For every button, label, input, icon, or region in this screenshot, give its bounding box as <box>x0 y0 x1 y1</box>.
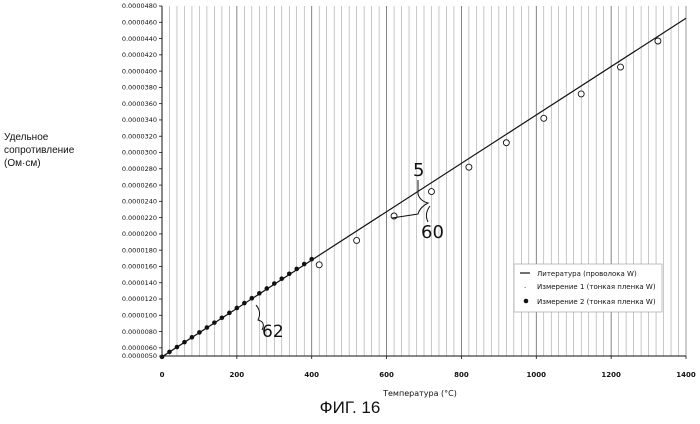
y-tick-label: 0.0000080 <box>122 328 157 336</box>
measurement-2-point <box>175 345 180 350</box>
measurement-1-point <box>316 262 322 268</box>
y-axis-label-line-1: Удельное <box>4 131 124 144</box>
y-tick-label: 0.0000300 <box>122 149 157 157</box>
y-tick-label: 0.0000050 <box>122 352 157 360</box>
y-axis-label-line-3: (Ом·см) <box>4 157 124 170</box>
measurement-2-point <box>242 301 247 306</box>
measurement-2-point <box>190 335 195 340</box>
y-tick-label: 0.0000180 <box>122 246 157 254</box>
measurement-2-point <box>309 257 314 262</box>
measurement-2-point <box>257 291 262 296</box>
y-tick-label: 0.0000120 <box>122 295 157 303</box>
measurement-1-point <box>618 64 624 70</box>
legend: Литература (проволока W) · Измерение 1 (… <box>514 264 662 312</box>
measurement-2-point <box>212 320 217 325</box>
measurement-1-point <box>466 164 472 170</box>
x-axis-label: Температура (°C) <box>382 389 457 398</box>
y-tick-label: 0.0000420 <box>122 51 157 59</box>
legend-label-measurement-2: Измерение 2 (тонкая пленка W) <box>537 298 656 306</box>
measurement-1-point <box>428 189 434 195</box>
y-tick-label: 0.0000140 <box>122 279 157 287</box>
x-tick-label: 800 <box>454 371 469 379</box>
measurement-1-point <box>655 38 661 44</box>
measurement-2-point <box>235 306 240 311</box>
y-tick-label: 0.0000400 <box>122 67 157 75</box>
legend-filled-circle-swatch <box>524 299 529 304</box>
y-tick-label: 0.0000240 <box>122 198 157 206</box>
y-tick-label: 0.0000060 <box>122 344 157 352</box>
measurement-2-point <box>302 262 307 267</box>
y-tick-label: 0.0000100 <box>122 312 157 320</box>
measurement-2-point <box>279 276 284 281</box>
x-tick-label: 600 <box>379 371 394 379</box>
y-tick-label: 0.0000440 <box>122 35 157 43</box>
annotation-62: 62 <box>262 322 284 342</box>
figure-caption: ФИГ. 16 <box>0 398 700 418</box>
x-tick-labels: 0 200 400 600 800 1000 1200 1400 <box>160 356 696 379</box>
y-tick-label: 0.0000260 <box>122 181 157 189</box>
x-tick-label: 400 <box>304 371 319 379</box>
measurement-2-point <box>227 311 232 316</box>
measurement-2-point <box>160 355 165 360</box>
measurement-1-point <box>503 140 509 146</box>
y-tick-label: 0.0000460 <box>122 18 157 26</box>
x-tick-label: 1000 <box>527 371 547 379</box>
legend-dot-swatch: · <box>524 284 526 292</box>
measurement-2-point <box>205 325 210 330</box>
handwritten-annotations: 5 60 62 <box>256 160 444 342</box>
annotation-5: 5 <box>413 160 424 181</box>
measurement-2-point <box>220 315 225 320</box>
y-tick-label: 0.0000220 <box>122 214 157 222</box>
measurement-2-point <box>272 281 277 286</box>
x-tick-label: 0 <box>160 371 165 379</box>
measurement-2-point <box>287 271 292 276</box>
annotation-5-leader <box>392 180 428 218</box>
y-tick-label: 0.0000320 <box>122 132 157 140</box>
y-tick-label: 0.0000340 <box>122 116 157 124</box>
y-axis-label: Удельное сопротивление (Ом·см) <box>4 131 124 170</box>
x-tick-label: 1400 <box>676 371 696 379</box>
measurement-1-point <box>541 115 547 121</box>
measurement-2-point <box>167 350 172 355</box>
y-tick-label: 0.0000200 <box>122 230 157 238</box>
measurement-2-point <box>294 267 299 272</box>
y-tick-label: 0.0000360 <box>122 100 157 108</box>
x-tick-label: 200 <box>230 371 245 379</box>
y-tick-label: 0.0000280 <box>122 165 157 173</box>
legend-label-measurement-1: Измерение 1 (тонкая пленка W) <box>537 283 656 291</box>
measurement-2-point <box>197 330 202 335</box>
measurement-1-point <box>578 91 584 97</box>
annotation-60-leader <box>426 206 430 222</box>
y-tick-label: 0.0000160 <box>122 263 157 271</box>
y-tick-label: 0.0000380 <box>122 84 157 92</box>
y-axis-label-line-2: сопротивление <box>4 144 124 157</box>
y-tick-labels: 0.00000500.0000060 0.0000080 0.0000100 0.00… <box>122 2 162 360</box>
legend-label-literature: Литература (проволока W) <box>537 270 637 278</box>
y-tick-label: 0.0000480 <box>122 2 157 10</box>
measurement-2-point <box>250 296 255 301</box>
measurement-1-point <box>354 237 360 243</box>
measurement-2-point <box>265 286 270 291</box>
annotation-60: 60 <box>421 222 444 243</box>
x-tick-label: 1200 <box>601 371 621 379</box>
measurement-2-point <box>182 340 187 345</box>
